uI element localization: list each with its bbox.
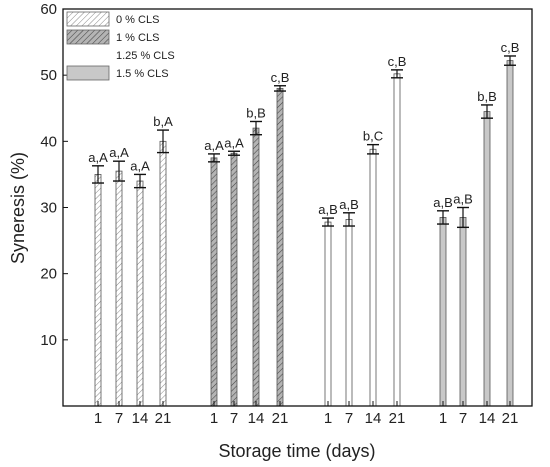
error-bar: [134, 173, 146, 189]
error-bar: [208, 153, 220, 163]
bar: [115, 170, 123, 407]
bar: [210, 157, 218, 407]
error-bar: [113, 160, 125, 182]
legend-swatch: [66, 47, 110, 63]
error-bar: [250, 120, 262, 136]
y-tick-label: 40: [40, 133, 57, 150]
data-labels-layer: a,A a,Aa,Ab,Aa,A a,Ab,Bc,Ba,B a,Bb,Cc,Ba,B a…: [88, 40, 519, 217]
error-bar: [343, 212, 355, 227]
x-tick-label: 21: [272, 410, 289, 427]
error-bar: [367, 143, 379, 155]
x-tick-label: 21: [389, 410, 406, 427]
y-tick-label: 20: [40, 266, 57, 283]
bars-layer: [92, 55, 516, 407]
error-bar: [481, 104, 493, 119]
data-label: b,A: [153, 114, 173, 129]
error-bar: [391, 69, 403, 79]
legend: 0 % CLS 1 % CLS 1.25 % CLS 1.5 % CLS: [66, 11, 175, 81]
data-label: b,B: [477, 89, 497, 104]
bar: [159, 140, 167, 407]
data-label: a,B: [339, 197, 359, 212]
x-tick-label: 1: [324, 410, 332, 427]
data-label: a,B: [318, 202, 338, 217]
data-label: c,B: [501, 40, 520, 55]
bar: [393, 73, 401, 407]
data-label: b,B: [246, 105, 266, 120]
bar: [369, 148, 377, 407]
x-tick-label: 7: [345, 410, 353, 427]
data-label: c,B: [388, 54, 407, 69]
data-label: a,B: [433, 195, 453, 210]
x-tick-label: 7: [459, 410, 467, 427]
bar: [506, 60, 514, 407]
bar: [94, 174, 102, 407]
data-label: b,C: [363, 129, 383, 144]
legend-label: 1.5 % CLS: [116, 68, 169, 80]
x-tick-label: 21: [155, 410, 172, 427]
x-tick-label: 1: [94, 410, 102, 427]
x-tick-label: 1: [210, 410, 218, 427]
y-tick-label: 50: [40, 67, 57, 84]
x-tick-label: 14: [132, 410, 149, 427]
bar: [439, 217, 447, 407]
data-label: a,A: [224, 135, 244, 150]
y-axis: 10 20 30 40 50 60: [40, 1, 68, 349]
bar: [252, 127, 260, 407]
error-bar: [322, 217, 334, 227]
legend-label: 0 % CLS: [116, 14, 159, 26]
x-tick-label: 7: [230, 410, 238, 427]
x-tick-label: 14: [248, 410, 265, 427]
x-axis: 1 7 14 21 1 7 14 21 1 7 14 21 1 7 14 21: [94, 401, 519, 427]
legend-label: 1 % CLS: [116, 32, 159, 44]
error-bar: [437, 210, 449, 225]
bar: [324, 221, 332, 407]
data-label: a,A: [204, 138, 224, 153]
error-bar: [228, 150, 240, 156]
error-bar: [92, 165, 104, 184]
x-axis-title: Storage time (days): [218, 441, 375, 461]
legend-swatch: [66, 29, 110, 45]
x-tick-label: 1: [439, 410, 447, 427]
bar: [136, 180, 144, 407]
y-axis-title: Syneresis (%): [8, 152, 28, 264]
x-tick-label: 14: [479, 410, 496, 427]
y-tick-label: 30: [40, 200, 57, 217]
bar: [276, 88, 284, 407]
bar: [459, 217, 467, 407]
y-tick-label: 60: [40, 1, 57, 18]
data-label: c,B: [271, 70, 290, 85]
data-label: a,A: [130, 158, 150, 173]
data-label: a,B: [453, 192, 473, 207]
x-tick-label: 7: [115, 410, 123, 427]
bar: [230, 152, 238, 407]
error-bar: [157, 129, 169, 154]
legend-swatch: [66, 65, 110, 81]
error-bar: [274, 85, 286, 92]
bar: [345, 219, 353, 407]
legend-label: 1.25 % CLS: [116, 50, 175, 62]
legend-swatch: [66, 11, 110, 27]
data-label: a,A: [88, 150, 108, 165]
x-tick-label: 21: [502, 410, 519, 427]
error-bar: [504, 55, 516, 66]
x-tick-label: 14: [365, 410, 382, 427]
data-label: a,A: [109, 145, 129, 160]
error-bar: [457, 206, 469, 229]
bar: [483, 111, 491, 407]
y-tick-label: 10: [40, 332, 57, 349]
